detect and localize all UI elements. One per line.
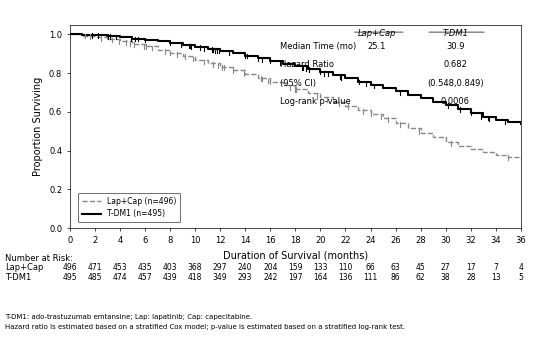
Text: 5: 5 <box>518 273 524 282</box>
Text: 453: 453 <box>113 263 127 272</box>
Text: Lap+Cap: Lap+Cap <box>5 263 43 272</box>
Text: Lap+Cap: Lap+Cap <box>357 29 396 38</box>
Text: 136: 136 <box>338 273 353 282</box>
Text: 62: 62 <box>416 273 425 282</box>
Text: 240: 240 <box>238 263 252 272</box>
Text: Number at Risk:: Number at Risk: <box>5 254 73 264</box>
Text: Hazard ratio is estimated based on a stratified Cox model; p-value is estimated : Hazard ratio is estimated based on a str… <box>5 324 405 330</box>
Text: 111: 111 <box>364 273 378 282</box>
Text: 471: 471 <box>88 263 102 272</box>
Text: 45: 45 <box>416 263 425 272</box>
Text: 25.1: 25.1 <box>367 42 386 51</box>
Text: 457: 457 <box>137 273 153 282</box>
Text: T-DM1: ado-trastuzumab emtansine; Lap: lapatinib; Cap: capecitabine.: T-DM1: ado-trastuzumab emtansine; Lap: l… <box>5 314 252 320</box>
Text: 13: 13 <box>491 273 500 282</box>
Text: 4: 4 <box>518 263 524 272</box>
Text: (0.548,0.849): (0.548,0.849) <box>427 79 484 87</box>
Text: 496: 496 <box>62 263 77 272</box>
Text: 242: 242 <box>263 273 278 282</box>
Text: 368: 368 <box>188 263 202 272</box>
Text: 474: 474 <box>113 273 127 282</box>
Text: 66: 66 <box>366 263 375 272</box>
Text: Hazard Ratio: Hazard Ratio <box>280 60 333 69</box>
Text: 485: 485 <box>88 273 102 282</box>
Legend: Lap+Cap (n=496), T-DM1 (n=495): Lap+Cap (n=496), T-DM1 (n=495) <box>78 193 180 222</box>
Text: 435: 435 <box>137 263 153 272</box>
Text: 0.682: 0.682 <box>444 60 467 69</box>
Text: 403: 403 <box>163 263 177 272</box>
Text: 110: 110 <box>338 263 353 272</box>
Text: (95% CI): (95% CI) <box>280 79 316 87</box>
Text: 30.9: 30.9 <box>446 42 465 51</box>
X-axis label: Duration of Survival (months): Duration of Survival (months) <box>223 250 368 260</box>
Y-axis label: Proportion Surviving: Proportion Surviving <box>33 77 43 176</box>
Text: 495: 495 <box>62 273 77 282</box>
Text: 293: 293 <box>238 273 252 282</box>
Text: 133: 133 <box>313 263 328 272</box>
Text: 27: 27 <box>441 263 451 272</box>
Text: 204: 204 <box>263 263 278 272</box>
Text: 63: 63 <box>391 263 401 272</box>
Text: 418: 418 <box>188 273 202 282</box>
Text: 0.0006: 0.0006 <box>441 97 470 106</box>
Text: 86: 86 <box>391 273 401 282</box>
Text: 7: 7 <box>494 263 498 272</box>
Text: 349: 349 <box>213 273 228 282</box>
Text: T-DM1: T-DM1 <box>5 273 32 282</box>
Text: 439: 439 <box>163 273 177 282</box>
Text: 164: 164 <box>313 273 328 282</box>
Text: 28: 28 <box>466 273 476 282</box>
Text: Median Time (mo): Median Time (mo) <box>280 42 356 51</box>
Text: T-DM1: T-DM1 <box>442 29 468 38</box>
Text: 159: 159 <box>288 263 303 272</box>
Text: 17: 17 <box>466 263 476 272</box>
Text: 197: 197 <box>288 273 303 282</box>
Text: 297: 297 <box>213 263 228 272</box>
Text: Log-rank p-value: Log-rank p-value <box>280 97 350 106</box>
Text: 38: 38 <box>441 273 451 282</box>
